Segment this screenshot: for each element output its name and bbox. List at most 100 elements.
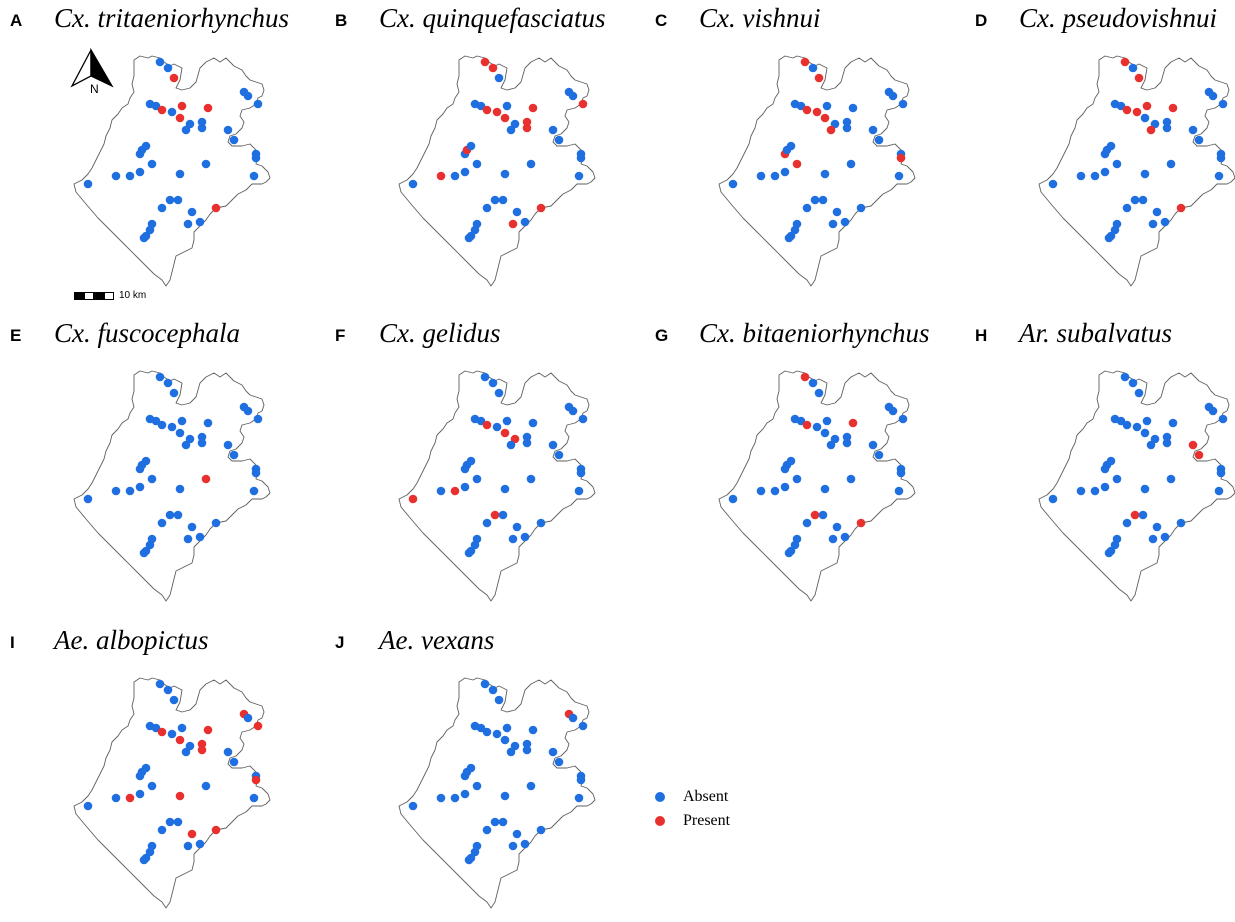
site-marker-absent	[155, 372, 165, 382]
site-marker-absent	[1162, 117, 1172, 127]
site-marker-absent	[223, 125, 233, 135]
site-marker-absent	[1048, 179, 1058, 189]
site-marker-absent	[195, 532, 205, 542]
site-marker-absent	[1216, 153, 1226, 163]
site-marker-absent	[818, 195, 828, 205]
site-marker-absent	[488, 378, 498, 388]
site-marker-absent	[894, 486, 904, 496]
site-marker-absent	[1104, 233, 1114, 243]
district-map	[73, 677, 271, 909]
site-marker-absent	[197, 432, 207, 442]
district-map	[73, 55, 271, 287]
site-marker-present	[253, 721, 263, 731]
site-marker-absent	[147, 159, 157, 169]
site-marker-absent	[898, 99, 908, 109]
site-marker-absent	[464, 855, 474, 865]
site-marker-absent	[840, 217, 850, 227]
site-marker-absent	[1214, 171, 1224, 181]
site-marker-absent	[243, 713, 253, 723]
site-marker-present	[826, 125, 836, 135]
site-marker-absent	[888, 406, 898, 416]
site-marker-absent	[846, 159, 856, 169]
site-marker-absent	[846, 474, 856, 484]
site-marker-absent	[125, 171, 135, 181]
site-marker-absent	[155, 679, 165, 689]
site-marker-present	[197, 745, 207, 755]
site-marker-absent	[526, 159, 536, 169]
site-marker-absent	[408, 179, 418, 189]
map-panel-d: D Cx. pseudovishnui	[975, 0, 1235, 300]
site-marker-absent	[498, 817, 508, 827]
site-marker-absent	[820, 169, 830, 179]
site-marker-absent	[163, 685, 173, 695]
site-marker-absent	[145, 540, 155, 550]
site-marker-absent	[1148, 219, 1158, 229]
site-marker-absent	[470, 847, 480, 857]
site-marker-absent	[494, 388, 504, 398]
site-marker-absent	[874, 135, 884, 145]
site-marker-absent	[1122, 518, 1132, 528]
site-marker-absent	[526, 781, 536, 791]
site-marker-absent	[498, 195, 508, 205]
site-marker-absent	[229, 757, 239, 767]
legend-item-present: Present	[655, 809, 730, 833]
site-marker-absent	[163, 378, 173, 388]
site-marker-present	[500, 428, 510, 438]
site-marker-absent	[141, 763, 151, 773]
map-panel-j: J Ae. vexans	[335, 622, 635, 922]
district-boundary	[398, 370, 596, 602]
site-marker-present	[896, 153, 906, 163]
site-marker-absent	[450, 171, 460, 181]
site-marker-absent	[460, 167, 470, 177]
site-marker-absent	[512, 207, 522, 217]
site-marker-present	[480, 57, 490, 67]
site-marker-absent	[181, 125, 191, 135]
site-marker-absent	[1112, 159, 1122, 169]
site-marker-absent	[822, 416, 832, 426]
site-marker-absent	[1138, 195, 1148, 205]
site-marker-present	[488, 63, 498, 73]
site-marker-absent	[822, 101, 832, 111]
site-marker-absent	[163, 63, 173, 73]
site-marker-absent	[874, 450, 884, 460]
site-marker-absent	[728, 494, 738, 504]
site-marker-present	[1120, 57, 1130, 67]
site-marker-absent	[181, 747, 191, 757]
site-marker-absent	[1130, 195, 1140, 205]
site-marker-absent	[125, 486, 135, 496]
site-marker-present	[408, 494, 418, 504]
site-marker-present	[792, 159, 802, 169]
district-boundary	[718, 370, 916, 602]
site-marker-absent	[464, 548, 474, 558]
site-marker-present	[187, 829, 197, 839]
site-marker-absent	[229, 135, 239, 145]
present-marker-icon	[655, 816, 665, 826]
site-marker-absent	[482, 727, 492, 737]
legend-label-present: Present	[683, 812, 731, 829]
site-marker-present	[157, 105, 167, 115]
site-marker-absent	[1176, 518, 1186, 528]
species-title: Ae. vexans	[379, 625, 495, 655]
site-marker-absent	[790, 225, 800, 235]
site-marker-absent	[756, 486, 766, 496]
site-marker-present	[201, 474, 211, 484]
district-boundary	[73, 677, 271, 909]
scale-bar-segment	[74, 291, 84, 300]
site-marker-absent	[1166, 474, 1176, 484]
species-title: Cx. vishnui	[699, 3, 821, 33]
site-marker-absent	[141, 456, 151, 466]
site-marker-absent	[147, 474, 157, 484]
site-marker-absent	[898, 414, 908, 424]
district-map	[398, 370, 596, 602]
map-panel-a: A Cx. tritaeniorhynchus N 10 km	[10, 0, 310, 301]
site-marker-absent	[840, 532, 850, 542]
site-marker-absent	[83, 494, 93, 504]
site-marker-absent	[1148, 534, 1158, 544]
site-marker-absent	[482, 203, 492, 213]
site-marker-absent	[173, 817, 183, 827]
site-marker-absent	[480, 679, 490, 689]
scale-bar-segment	[94, 291, 104, 300]
site-marker-absent	[1076, 486, 1086, 496]
site-marker-absent	[1048, 494, 1058, 504]
site-marker-absent	[868, 125, 878, 135]
